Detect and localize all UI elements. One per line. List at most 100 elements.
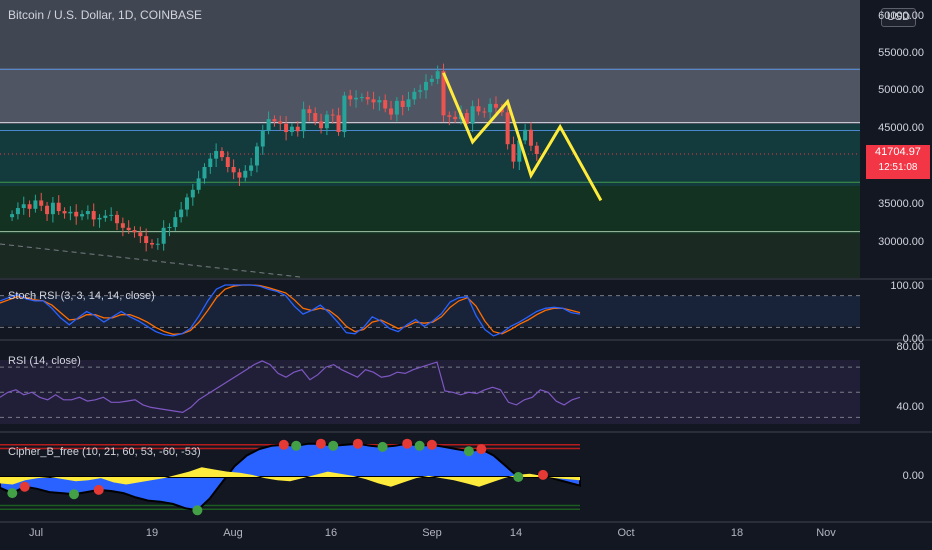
price-tick: 60000.00 [878,10,924,22]
candle-body [249,165,254,171]
buy-signal-dot [414,440,425,451]
candle-body [161,227,166,244]
buy-signal-dot [291,440,302,451]
sell-signal-dot [476,444,487,455]
candle-body [272,119,277,122]
candle-body [150,243,154,245]
stoch-rsi-band [0,296,860,326]
buy-signal-dot [513,472,524,482]
x-tick: Sep [422,527,442,539]
buy-signal-dot [328,440,339,451]
candle-body [348,95,353,100]
buy-signal-dot [7,488,18,499]
candle-body [15,208,20,215]
candle-body [196,178,201,190]
candle-body [307,109,312,114]
stoch-rsi-label[interactable]: Stoch RSI (3, 3, 14, 14, close) [8,290,155,302]
price-tick: 55000.00 [878,47,924,59]
stoch-rsi-d-line [0,284,581,335]
zone-top-gray [0,0,860,68]
sell-signal-dot [278,439,289,450]
candle-body [214,151,219,159]
candle-body [45,205,50,215]
sell-signal-dot [19,481,30,492]
candle-body [190,189,195,198]
candle-body [394,100,399,115]
sell-signal-dot [538,469,548,480]
candle-body [435,71,440,79]
currency-button[interactable]: USD [881,8,916,27]
candle-body [313,113,318,122]
rsi-tick: 40.00 [896,401,924,413]
price-tick: 45000.00 [878,122,924,134]
candle-body [10,214,15,218]
candle-body [319,121,324,129]
sell-signal-dot [402,438,413,449]
candle-body [62,211,67,214]
rsi-label[interactable]: RSI (14, close) [8,355,81,367]
candle-body [470,106,475,124]
candle-body [202,167,207,179]
candle-body [342,95,347,133]
bar-countdown: 12:51:08 [878,162,918,173]
candle-body [97,217,102,220]
candle-body [120,223,125,228]
candle-body [505,112,510,145]
rsi-band [0,360,860,424]
price-tick: 30000.00 [878,236,924,248]
candle-body [464,113,469,124]
candle-body [39,200,44,206]
candle-body [260,130,265,147]
support-resistance-lines [0,68,860,233]
candle-body [354,97,359,100]
candle-body [109,214,114,216]
cipher-label[interactable]: Cipher_B_free (10, 21, 60, 53, -60, -53) [8,446,201,458]
stoch-rsi-k-line [0,284,581,337]
price-tick: 50000.00 [878,84,924,96]
cipher-tick: 0.00 [902,470,924,482]
candle-body [132,230,137,233]
x-tick: 16 [324,527,338,539]
candle-body [534,145,539,155]
sell-signal-dot [426,439,437,450]
sell-signal-dot [315,438,326,449]
candle-body [336,115,341,133]
buy-signal-dot [377,441,388,452]
candle-body [476,106,481,112]
zone-mid-gray [0,68,860,124]
x-tick: Aug [223,527,243,539]
candle-body [144,236,149,243]
candle-body [418,90,423,92]
candle-body [225,157,230,167]
x-tick: 19 [145,527,159,539]
candle-body [324,114,329,129]
candle-body [528,129,533,146]
x-tick: Nov [816,527,836,539]
candle-body [453,116,458,120]
candle-body [254,146,259,166]
candle-body [429,78,434,82]
stoch-tick: 100.00 [890,280,924,292]
candle-body [21,204,26,209]
candle-body [184,197,189,210]
last-price-badge: 41704.97 12:51:08 [866,145,930,179]
zone-green [0,186,860,234]
candle-body [173,217,178,228]
candle-body [330,114,335,116]
candle-body [284,123,289,133]
x-tick: 14 [509,527,523,539]
rsi-line [0,360,581,414]
candle-body [441,71,446,116]
cipher-signal-dots [7,438,548,516]
candle-body [50,202,55,215]
stoch-tick: 0.00 [902,333,924,345]
candle-body [488,103,493,113]
candle-body [115,214,120,224]
candle-body [278,121,283,124]
candle-body [371,99,376,103]
candle-body [85,211,90,215]
candle-body [68,211,73,214]
x-tick: Jul [28,527,44,539]
cipher-money-flow [0,467,580,487]
